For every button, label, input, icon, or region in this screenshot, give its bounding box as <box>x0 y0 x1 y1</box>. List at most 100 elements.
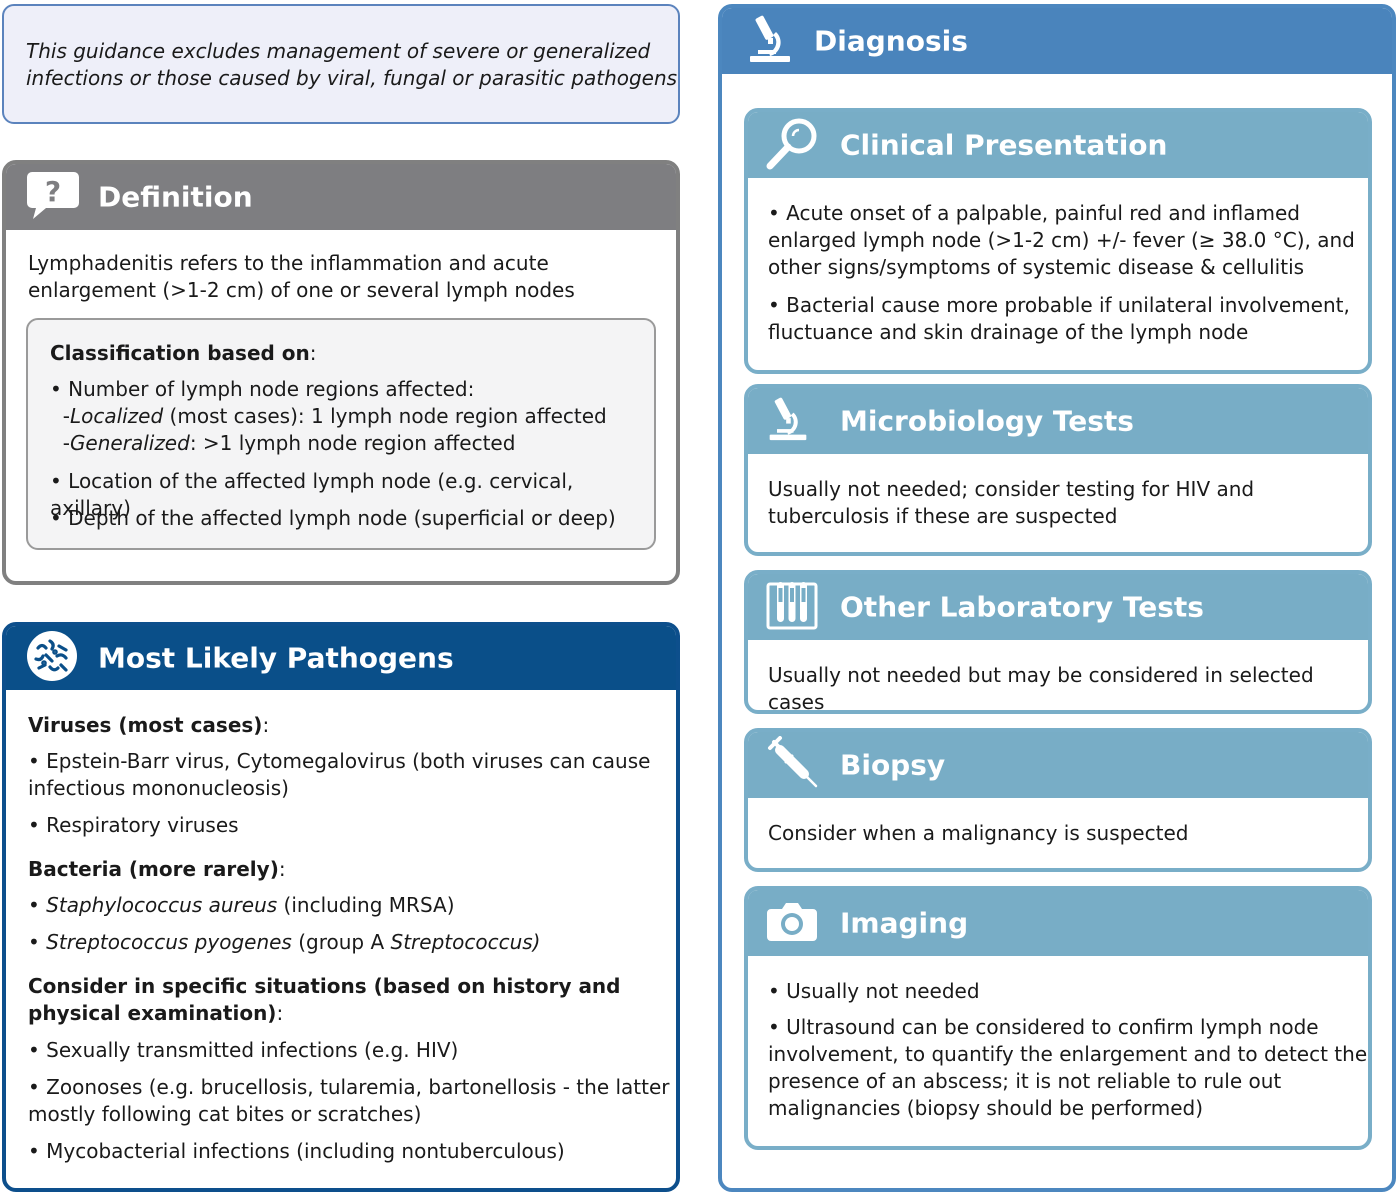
camera-icon <box>766 900 818 946</box>
localized-description: (most cases): 1 lymph node region affect… <box>163 404 607 428</box>
bullet: • <box>28 930 47 954</box>
diagnosis-header: Diagnosis <box>722 8 1392 74</box>
specific-item-line: • Zoonoses (e.g. brucellosis, tularemia,… <box>28 1075 670 1099</box>
clinical-presentation-card: Clinical Presentation • Acute onset of a… <box>744 108 1372 374</box>
microbiology-text: Usually not needed; consider testing for… <box>768 476 1254 530</box>
imaging-line: presence of an abscess; it is not reliab… <box>768 1069 1282 1093</box>
svg-text:?: ? <box>45 175 61 208</box>
diagnosis-title: Diagnosis <box>814 24 968 58</box>
other-lab-tests-card: Other Laboratory Tests Usually not neede… <box>744 570 1372 714</box>
species-note: (group A <box>291 930 391 954</box>
specific-heading-line: physical examination) <box>28 1001 277 1025</box>
viruses-heading-text: Viruses (most cases) <box>28 713 263 737</box>
scope-note: This guidance excludes management of sev… <box>2 4 680 124</box>
clinical-line: other signs/symptoms of systemic disease… <box>768 255 1305 279</box>
definition-header: ? Definition <box>6 164 676 230</box>
specific-heading-line: Consider in specific situations (based o… <box>28 974 621 998</box>
imaging-line: involvement, to quantify the enlargement… <box>768 1042 1368 1066</box>
specific-situations-heading: Consider in specific situations (based o… <box>28 973 621 1027</box>
other-lab-tests-title: Other Laboratory Tests <box>840 590 1204 624</box>
genus-name: Streptococcus) <box>390 930 541 954</box>
scope-note-line: This guidance excludes management of sev… <box>26 39 651 63</box>
definition-title: Definition <box>98 180 253 214</box>
imaging-title: Imaging <box>840 906 969 940</box>
bacteria-heading: Bacteria (more rarely): <box>28 856 286 883</box>
definition-intro: Lymphadenitis refers to the inflammation… <box>28 250 575 304</box>
microscope-icon <box>746 14 794 68</box>
pathogens-card: Most Likely Pathogens Viruses (most case… <box>2 622 680 1192</box>
clinical-line: • Acute onset of a palpable, painful red… <box>768 201 1300 225</box>
bacteria-item-staph: • Staphylococcus aureus (including MRSA) <box>28 892 455 919</box>
species-note: (including MRSA) <box>277 893 455 917</box>
biopsy-card: Biopsy Consider when a malignancy is sus… <box>744 728 1372 872</box>
clinical-line: enlarged lymph node (>1-2 cm) +/- fever … <box>768 228 1355 252</box>
virus-item-line: • Epstein-Barr virus, Cytomegalovirus (b… <box>28 749 651 773</box>
microbiology-line: tuberculosis if these are suspected <box>768 504 1118 528</box>
microscope-icon <box>766 395 810 447</box>
imaging-line: malignancies (biopsy should be performed… <box>768 1096 1204 1120</box>
virus-item-line: infectious mononucleosis) <box>28 776 289 800</box>
bacteria-heading-text: Bacteria (more rarely) <box>28 857 279 881</box>
biopsy-title: Biopsy <box>840 748 946 782</box>
test-tubes-icon <box>766 580 818 634</box>
scope-note-text: This guidance excludes management of sev… <box>26 38 677 92</box>
classification-item-depth: • Depth of the affected lymph node (supe… <box>50 506 616 530</box>
imaging-bullet-ultrasound: • Ultrasound can be considered to confir… <box>768 1014 1367 1122</box>
viruses-heading: Viruses (most cases): <box>28 712 269 739</box>
specific-item-zoonoses: • Zoonoses (e.g. brucellosis, tularemia,… <box>28 1074 670 1128</box>
bacteria-item-strep: • Streptococcus pyogenes (group A Strept… <box>28 929 540 956</box>
definition-intro-line: enlargement (>1-2 cm) of one or several … <box>28 278 575 302</box>
colon: : <box>278 857 286 881</box>
species-name: Staphylococcus aureus <box>46 893 278 917</box>
microbiology-tests-card: Microbiology Tests Usually not needed; c… <box>744 384 1372 556</box>
clinical-line: • Bacterial cause more probable if unila… <box>768 293 1350 317</box>
classification-item-regions: • Number of lymph node regions affected:… <box>50 376 607 457</box>
colon: : <box>262 713 270 737</box>
classification-item-location: • Location of the affected lymph node (e… <box>50 469 574 520</box>
classification-heading-text: Classification based on <box>50 341 310 365</box>
scope-note-line: infections or those caused by viral, fun… <box>26 66 678 90</box>
generalized-description: : >1 lymph node region affected <box>189 431 516 455</box>
imaging-header: Imaging <box>748 890 1368 956</box>
localized-term: Localized <box>69 404 164 428</box>
biopsy-header: Biopsy <box>748 732 1368 798</box>
definition-card: ? Definition Lymphadenitis refers to the… <box>2 160 680 585</box>
clinical-bullet-onset: • Acute onset of a palpable, painful red… <box>768 200 1355 281</box>
pathogens-header: Most Likely Pathogens <box>6 626 676 690</box>
diagnosis-card: Diagnosis Clinical Presentation • Acute … <box>718 4 1396 1192</box>
other-lab-tests-header: Other Laboratory Tests <box>748 574 1368 640</box>
virus-item-ebv: • Epstein-Barr virus, Cytomegalovirus (b… <box>28 748 650 802</box>
dash: - <box>62 404 70 428</box>
syringe-icon <box>766 736 820 794</box>
definition-intro-line: Lymphadenitis refers to the inflammation… <box>28 251 549 275</box>
clinical-presentation-header: Clinical Presentation <box>748 112 1368 178</box>
specific-item-sti: • Sexually transmitted infections (e.g. … <box>28 1038 459 1062</box>
magnifier-icon <box>766 116 820 174</box>
specific-item-line: mostly following cat bites or scratches) <box>28 1102 422 1126</box>
other-lab-tests-text: Usually not needed but may be considered… <box>768 663 1314 714</box>
bullet: • <box>28 893 47 917</box>
imaging-card: Imaging • Usually not needed • Ultrasoun… <box>744 886 1372 1150</box>
generalized-term: Generalized <box>69 431 190 455</box>
question-bubble-icon: ? <box>26 170 80 224</box>
microbiology-tests-title: Microbiology Tests <box>840 404 1134 438</box>
colon: : <box>276 1001 284 1025</box>
imaging-bullet-not-needed: • Usually not needed <box>768 979 980 1003</box>
biopsy-text: Consider when a malignancy is suspected <box>768 821 1189 845</box>
virus-item-respiratory: • Respiratory viruses <box>28 813 239 837</box>
clinical-presentation-title: Clinical Presentation <box>840 128 1168 162</box>
classification-box: Classification based on: • Number of lym… <box>26 318 656 550</box>
classification-heading: Classification based on: <box>50 340 317 367</box>
clinical-line: fluctuance and skin drainage of the lymp… <box>768 320 1249 344</box>
classification-heading-colon: : <box>309 341 317 365</box>
dash: - <box>62 431 70 455</box>
classification-item-text: • Number of lymph node regions affected: <box>50 377 475 401</box>
species-name: Streptococcus pyogenes <box>46 930 292 954</box>
specific-item-mycobacterial: • Mycobacterial infections (including no… <box>28 1139 565 1163</box>
pathogens-title: Most Likely Pathogens <box>98 641 454 675</box>
clinical-bullet-bacterial: • Bacterial cause more probable if unila… <box>768 292 1350 346</box>
bacteria-icon <box>26 630 78 686</box>
microbiology-tests-header: Microbiology Tests <box>748 388 1368 454</box>
microbiology-line: Usually not needed; consider testing for… <box>768 477 1255 501</box>
imaging-line: • Ultrasound can be considered to confir… <box>768 1015 1319 1039</box>
